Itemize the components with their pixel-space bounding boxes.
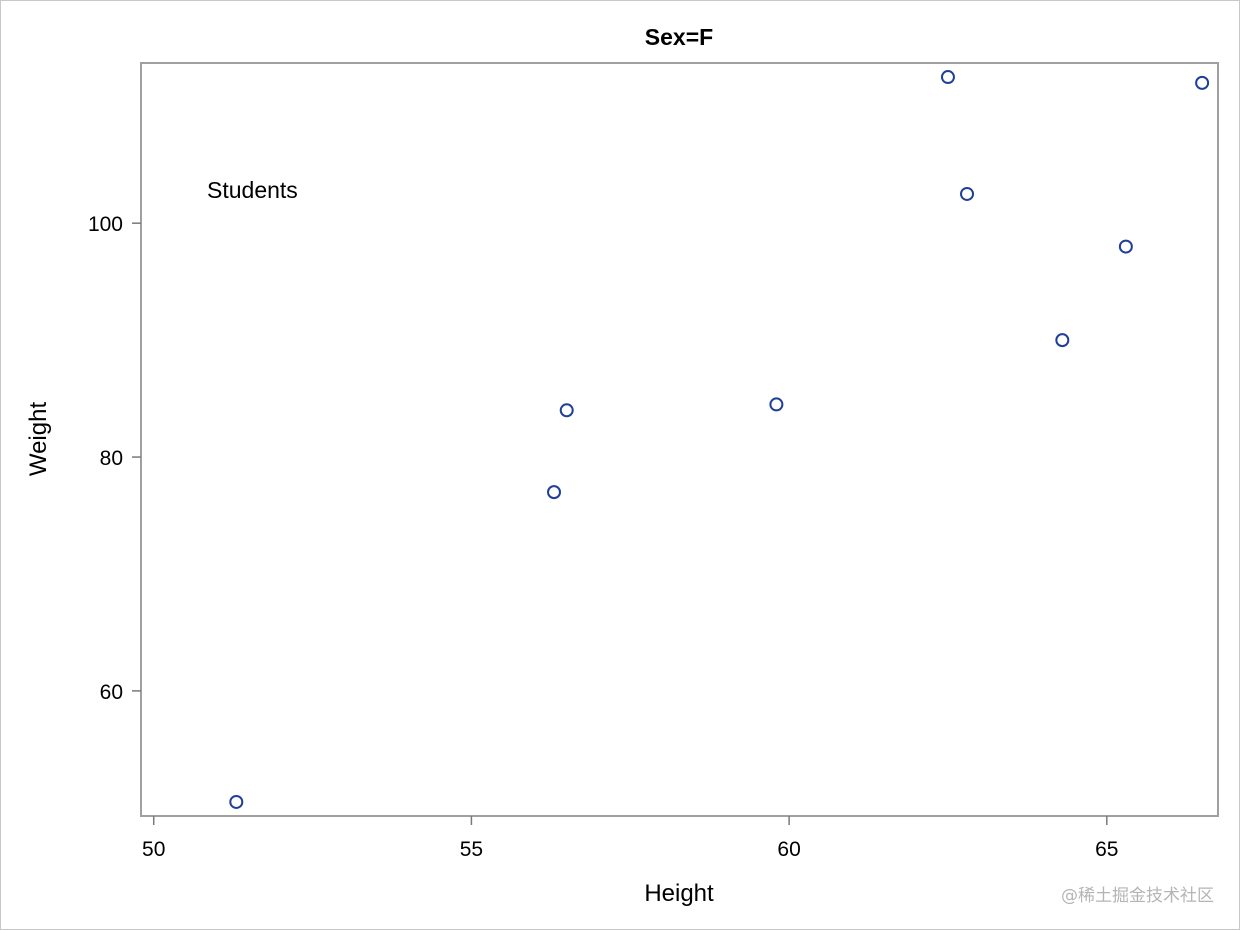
scatter-point [559, 403, 574, 418]
x-tick-label: 65 [1095, 838, 1118, 861]
chart-title: Sex=F [645, 24, 713, 50]
scatter-point [940, 70, 955, 85]
scatter-point [1055, 333, 1070, 348]
data-points [229, 70, 1210, 809]
scatter-point [547, 485, 562, 500]
watermark-text: @稀土掘金技术社区 [1061, 886, 1214, 906]
scatter-point [1195, 75, 1210, 90]
scatter-point [960, 186, 975, 201]
scatter-point [769, 397, 784, 412]
scatter-point [229, 794, 244, 809]
x-tick-label: 55 [460, 838, 483, 861]
y-axis-label: Weight [25, 402, 52, 477]
plot-area [140, 62, 1219, 817]
y-axis-ticks: 60 80 100 [88, 213, 141, 704]
x-axis-ticks: 50 55 60 65 [142, 816, 1118, 861]
x-tick-label: 50 [142, 838, 165, 861]
scatter-point [1118, 239, 1133, 254]
chart-annotation: Students [207, 177, 298, 203]
x-tick-label: 60 [777, 838, 800, 861]
x-axis-label: Height [644, 880, 714, 907]
y-tick-label: 80 [100, 447, 123, 470]
y-tick-label: 60 [100, 681, 123, 704]
y-tick-label: 100 [88, 213, 123, 236]
